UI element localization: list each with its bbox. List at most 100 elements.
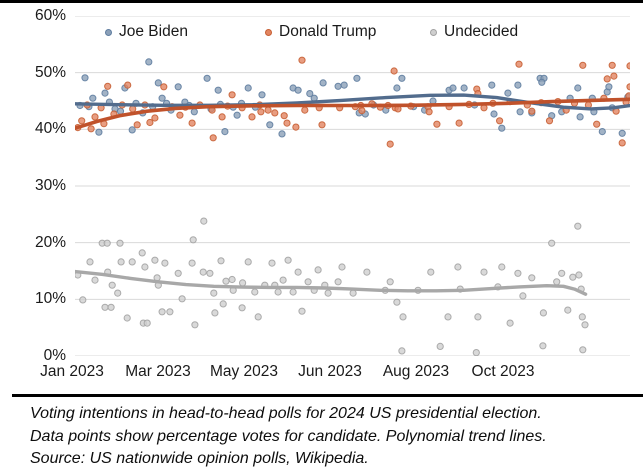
data-point xyxy=(178,295,186,303)
caption-separator-rule xyxy=(12,394,643,397)
data-point xyxy=(294,86,302,94)
data-point xyxy=(324,289,332,297)
data-point xyxy=(81,74,89,82)
data-point xyxy=(618,139,626,147)
data-point xyxy=(91,113,99,121)
data-point xyxy=(258,91,266,99)
data-point xyxy=(123,314,131,322)
data-point xyxy=(455,119,463,127)
data-point xyxy=(89,94,97,102)
data-point xyxy=(257,108,265,116)
data-point xyxy=(133,121,141,129)
data-point xyxy=(199,268,207,276)
data-point xyxy=(490,110,498,118)
data-point xyxy=(251,288,259,296)
legend-item-donald-trump: Donald Trump xyxy=(265,22,376,42)
y-tick-label-0: 0% xyxy=(43,347,66,364)
y-tick-label-60: 60% xyxy=(34,7,66,24)
data-point xyxy=(117,258,125,266)
data-point xyxy=(141,263,149,271)
data-point xyxy=(289,288,297,296)
data-point xyxy=(474,313,482,321)
data-point xyxy=(569,273,577,281)
data-point xyxy=(472,349,480,356)
data-point xyxy=(128,126,136,134)
data-point xyxy=(460,84,468,92)
data-point xyxy=(398,74,406,82)
y-tick-label-30: 30% xyxy=(34,177,66,194)
data-point xyxy=(427,268,435,276)
data-point xyxy=(598,128,606,136)
data-point xyxy=(593,120,601,128)
data-point xyxy=(298,307,306,315)
data-point xyxy=(579,346,587,354)
data-point xyxy=(274,288,282,296)
trend-donald-trump xyxy=(75,97,630,130)
legend-item-undecided: Undecided xyxy=(430,22,518,42)
trend-joe-biden xyxy=(75,93,630,111)
series-undecided xyxy=(75,217,589,356)
data-point xyxy=(151,256,159,264)
data-point xyxy=(143,319,151,327)
data-point xyxy=(358,107,366,115)
data-point xyxy=(318,121,326,129)
data-point xyxy=(209,134,217,142)
data-point xyxy=(266,121,274,129)
data-point xyxy=(340,81,348,89)
data-point xyxy=(574,222,582,230)
data-point xyxy=(101,89,109,97)
data-point xyxy=(174,83,182,91)
data-point xyxy=(91,276,99,284)
data-point xyxy=(218,113,226,121)
data-point xyxy=(516,108,524,116)
data-point xyxy=(284,256,292,264)
data-point xyxy=(514,269,522,277)
undecided-marker-icon xyxy=(430,28,437,36)
data-point xyxy=(539,309,547,317)
data-point xyxy=(548,239,556,247)
data-point xyxy=(124,81,132,89)
data-point xyxy=(238,304,246,312)
data-point xyxy=(244,84,252,92)
data-point xyxy=(244,258,252,266)
data-point xyxy=(228,275,236,284)
data-point xyxy=(480,268,488,276)
data-point xyxy=(425,108,433,116)
data-point xyxy=(95,128,103,136)
data-point xyxy=(574,84,582,92)
data-point xyxy=(454,263,462,271)
caption-line-2: Data points show percentage votes for ca… xyxy=(30,427,547,445)
plot-area xyxy=(75,16,630,356)
data-point xyxy=(298,56,306,64)
data-point xyxy=(398,347,406,355)
data-point xyxy=(528,107,536,115)
data-point xyxy=(190,108,198,116)
data-point xyxy=(444,313,452,321)
data-point xyxy=(128,258,136,266)
data-point xyxy=(174,269,182,277)
data-point xyxy=(129,105,137,113)
data-point xyxy=(166,308,174,316)
x-tick-label-mar-2023: Mar 2023 xyxy=(125,363,191,380)
data-point xyxy=(217,257,225,265)
data-point xyxy=(506,319,514,327)
series-joe-biden xyxy=(76,58,630,138)
data-point xyxy=(349,289,357,297)
data-point xyxy=(626,83,630,91)
data-point xyxy=(399,313,407,321)
data-point xyxy=(158,94,166,102)
data-point xyxy=(353,74,361,82)
top-border-rule xyxy=(0,0,643,3)
legend-label-joe-biden: Joe Biden xyxy=(119,23,188,40)
data-point xyxy=(210,289,218,297)
x-tick-label-jun-2023: Jun 2023 xyxy=(298,363,362,380)
data-point xyxy=(433,120,441,128)
data-point xyxy=(618,129,626,137)
data-point xyxy=(338,263,346,271)
data-point xyxy=(515,60,523,68)
data-point xyxy=(264,106,272,114)
data-point xyxy=(221,128,229,136)
legend-item-joe-biden: Joe Biden xyxy=(105,22,188,42)
data-point xyxy=(206,269,214,277)
data-point xyxy=(114,289,122,297)
